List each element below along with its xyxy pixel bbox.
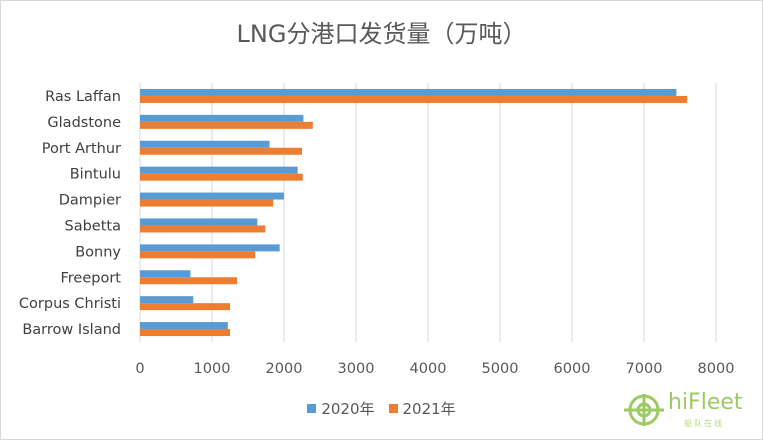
bar-2021 bbox=[140, 199, 274, 207]
bar-2020 bbox=[140, 296, 194, 304]
bar-2020 bbox=[140, 244, 280, 252]
x-tick-label: 0 bbox=[135, 361, 144, 377]
category-label: Ras Laffan bbox=[45, 89, 121, 105]
category-label: Freeport bbox=[61, 270, 122, 286]
bar-2020 bbox=[140, 166, 298, 174]
bar-2021 bbox=[140, 147, 302, 155]
x-tick-label: 1000 bbox=[194, 361, 231, 377]
category-label: Barrow Island bbox=[22, 322, 121, 338]
x-tick-label: 4000 bbox=[410, 361, 447, 377]
legend-label-2020: 2020年 bbox=[321, 400, 375, 418]
x-tick-label: 3000 bbox=[338, 361, 375, 377]
category-label: Sabetta bbox=[65, 218, 121, 234]
bar-2021 bbox=[140, 225, 266, 233]
legend-swatch-2021 bbox=[388, 404, 398, 413]
bar-2021 bbox=[140, 121, 313, 129]
category-label: Gladstone bbox=[47, 115, 121, 131]
watermark-tagline: 船队在线 bbox=[684, 419, 724, 428]
legend-label-2021: 2021年 bbox=[402, 400, 456, 418]
bar-2021 bbox=[140, 329, 230, 337]
bar-2020 bbox=[140, 218, 258, 226]
watermark-brand: hiFleet bbox=[668, 390, 743, 415]
x-tick-label: 7000 bbox=[626, 361, 663, 377]
bar-2021 bbox=[140, 95, 688, 103]
x-tick-label: 6000 bbox=[554, 361, 591, 377]
chart-legend: 2020年 2021年 bbox=[0, 398, 763, 419]
category-label: Bonny bbox=[75, 244, 121, 260]
bar-2021 bbox=[140, 303, 230, 311]
bar-2020 bbox=[140, 88, 677, 96]
bar-2021 bbox=[140, 251, 256, 259]
x-tick-label: 8000 bbox=[698, 361, 735, 377]
legend-item-2020: 2020年 bbox=[307, 398, 375, 419]
x-tick-label: 2000 bbox=[266, 361, 303, 377]
bar-2020 bbox=[140, 192, 284, 200]
x-tick-label: 5000 bbox=[482, 361, 519, 377]
bar-2020 bbox=[140, 114, 304, 122]
bar-2021 bbox=[140, 173, 303, 181]
bar-2020 bbox=[140, 322, 228, 330]
bar-2021 bbox=[140, 277, 238, 285]
category-label: Dampier bbox=[59, 193, 121, 209]
legend-swatch-2020 bbox=[307, 404, 317, 413]
hifleet-watermark: hiFleet 船队在线 bbox=[620, 388, 760, 433]
hifleet-logo-icon bbox=[624, 394, 664, 426]
bar-2020 bbox=[140, 270, 191, 278]
chart-title: LNG分港口发货量（万吨） bbox=[236, 20, 527, 48]
category-label: Corpus Christi bbox=[19, 296, 121, 312]
category-label: Port Arthur bbox=[42, 141, 121, 157]
category-label: Bintulu bbox=[70, 167, 121, 183]
legend-item-2021: 2021年 bbox=[388, 398, 456, 419]
bar-2020 bbox=[140, 140, 270, 148]
